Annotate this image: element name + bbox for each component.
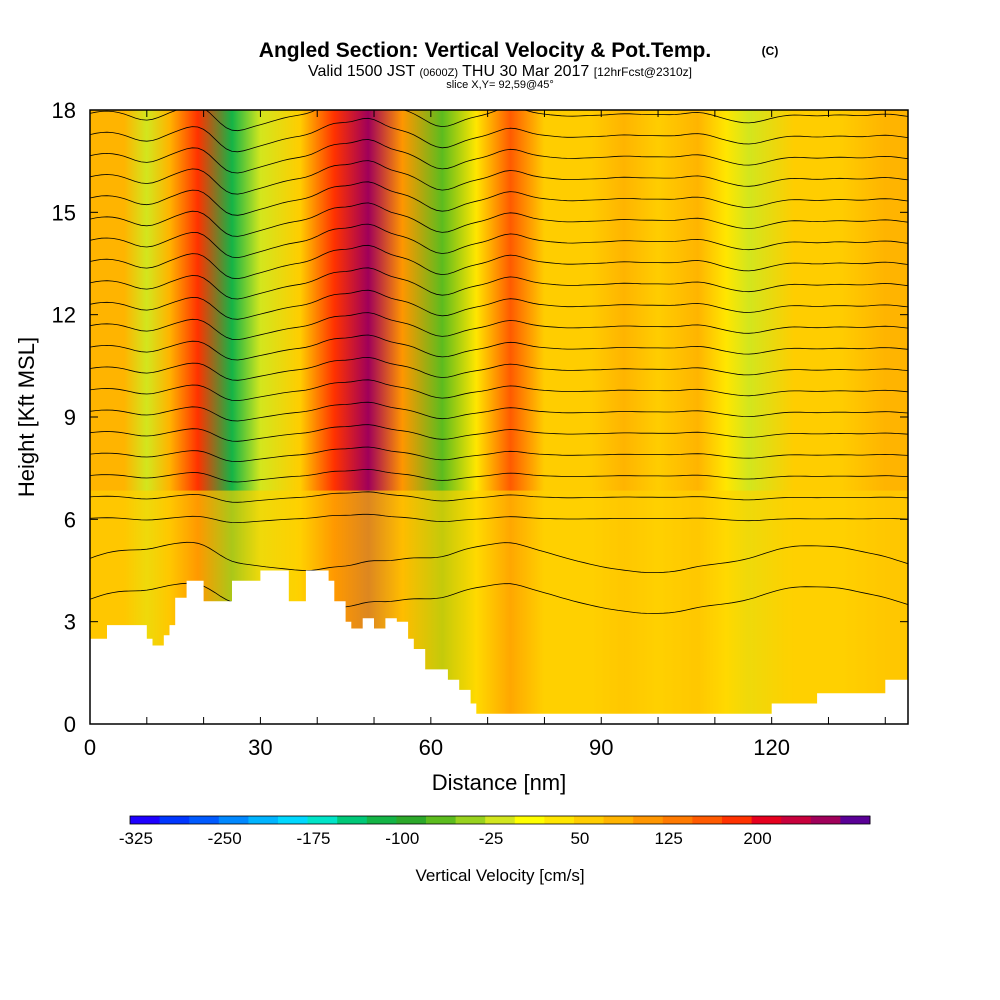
terrain xyxy=(90,570,908,724)
isentrope-line xyxy=(90,312,908,341)
colorbar-tick-label: 125 xyxy=(655,829,683,848)
colorbar-swatch xyxy=(722,816,753,824)
isentrope-line xyxy=(90,582,908,614)
y-tick-label: 12 xyxy=(52,303,76,328)
y-axis: 0 3 6 9 12 15 18 xyxy=(52,98,908,737)
chart-title-unit: (C) xyxy=(762,44,779,58)
colorbar-tick-label: -325 xyxy=(119,829,153,848)
y-tick-label: 0 xyxy=(64,712,76,737)
isentrope-line xyxy=(90,446,908,463)
isentrope-line xyxy=(90,356,908,381)
x-tick-label: 120 xyxy=(753,735,790,760)
colorbar-swatch xyxy=(781,816,812,824)
x-axis-label: Distance [nm] xyxy=(432,770,567,795)
colorbar-swatch xyxy=(485,816,516,824)
chart-subtitle: Valid 1500 JST (0600Z) THU 30 Mar 2017 [… xyxy=(308,63,692,80)
colorbar-swatch xyxy=(840,816,871,824)
isentrope-line xyxy=(90,379,908,402)
isentrope-line xyxy=(90,468,908,483)
x-tick-label: 60 xyxy=(419,735,443,760)
isentrope-line xyxy=(90,334,908,361)
isentrope-line xyxy=(90,289,908,320)
colorbar-swatch xyxy=(751,816,782,824)
colorbar-swatch xyxy=(130,816,161,824)
x-tick-label: 0 xyxy=(84,735,96,760)
colorbar-swatch xyxy=(159,816,190,824)
y-tick-label: 3 xyxy=(64,610,76,635)
velocity-field-upper xyxy=(90,110,908,491)
colorbar-swatch xyxy=(692,816,723,824)
colorbar-swatch xyxy=(603,816,634,824)
isentrope-line xyxy=(90,401,908,422)
y-tick-label: 6 xyxy=(64,507,76,532)
colorbar-swatch xyxy=(544,816,575,824)
colorbar-swatch xyxy=(426,816,457,824)
colorbar: -325 -250 -175 -100 -25 50 125 200 xyxy=(119,815,871,848)
colorbar-swatch xyxy=(189,816,220,824)
colorbar-tick-label: -175 xyxy=(296,829,330,848)
isentrope-line xyxy=(90,181,908,216)
isentrope-line xyxy=(90,541,908,573)
plot-area xyxy=(90,110,908,724)
y-tick-label: 15 xyxy=(52,200,76,225)
colorbar-tick-label: -25 xyxy=(479,829,504,848)
colorbar-swatch xyxy=(307,816,338,824)
isentrope-line xyxy=(90,139,908,174)
isentrope-line xyxy=(90,267,908,300)
slice-label: slice X,Y= 92,59@45° xyxy=(446,79,554,91)
colorbar-tick-label: 50 xyxy=(570,829,589,848)
isentrope-line xyxy=(90,202,908,237)
colorbar-frame xyxy=(129,815,871,825)
isentrope-line xyxy=(90,110,908,132)
subtitle-date: THU 30 Mar 2017 xyxy=(462,63,589,80)
colorbar-label: Vertical Velocity [cm/s] xyxy=(415,866,584,885)
colorbar-swatch xyxy=(662,816,693,824)
colorbar-swatch xyxy=(574,816,605,824)
isentrope-line xyxy=(90,491,908,503)
colorbar-swatch xyxy=(218,816,249,824)
subtitle-forecast: [12hrFcst@2310z] xyxy=(594,65,692,79)
colorbar-tick-label: -250 xyxy=(208,829,242,848)
subtitle-utc: (0600Z) xyxy=(419,67,458,79)
y-axis-label: Height [Kft MSL] xyxy=(14,337,39,497)
x-tick-label: 30 xyxy=(248,735,272,760)
isentrope-line xyxy=(90,424,908,442)
colorbar-tick-label: -100 xyxy=(385,829,419,848)
isentrope-line xyxy=(90,513,908,524)
colorbar-swatch xyxy=(337,816,368,824)
x-axis: 0 30 60 90 120 xyxy=(84,110,886,760)
colorbar-swatch xyxy=(248,816,279,824)
colorbar-swatch xyxy=(366,816,397,824)
colorbar-swatch xyxy=(514,816,545,824)
y-tick-label: 18 xyxy=(52,98,76,123)
isentrope-line xyxy=(90,244,908,280)
potential-temperature-contours xyxy=(90,110,908,614)
isentrope-line xyxy=(90,223,908,259)
subtitle-valid: Valid 1500 JST xyxy=(308,63,416,80)
colorbar-swatch xyxy=(278,816,309,824)
colorbar-swatch xyxy=(455,816,486,824)
colorbar-swatch xyxy=(396,816,427,824)
chart-title: Angled Section: Vertical Velocity & Pot.… xyxy=(259,39,711,62)
isentrope-line xyxy=(90,160,908,195)
isentrope-line xyxy=(90,117,908,153)
colorbar-swatch xyxy=(633,816,664,824)
colorbar-tick-label: 200 xyxy=(743,829,771,848)
x-tick-label: 90 xyxy=(589,735,613,760)
y-tick-label: 9 xyxy=(64,405,76,430)
colorbar-swatch xyxy=(810,816,841,824)
